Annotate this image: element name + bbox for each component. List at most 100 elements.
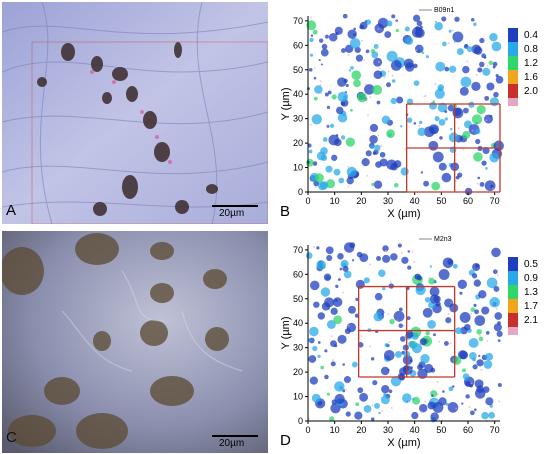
x-tick-label: 70: [490, 196, 500, 206]
map-speck: [462, 107, 469, 114]
map-speck-faint: [471, 129, 474, 132]
map-d-plot: 0 10 20 30 40 50 60 70 0 10 20 30 40 50 60 70 X (µm) Y (µ…: [280, 236, 538, 449]
map-speck-faint: [383, 76, 386, 79]
map-speck: [468, 337, 479, 348]
map-speck: [326, 105, 331, 109]
map-speck-faint: [496, 274, 499, 277]
map-speck: [459, 350, 469, 360]
map-speck: [337, 334, 347, 344]
map-speck: [342, 265, 349, 272]
map-speck: [394, 350, 402, 358]
map-speck-faint: [330, 335, 333, 338]
map-speck: [492, 269, 498, 275]
map-speck: [486, 82, 495, 91]
map-speck: [325, 246, 334, 255]
panel-label-a: A: [6, 202, 17, 219]
map-speck: [384, 31, 392, 39]
colorbar-swatch: [508, 70, 518, 84]
map-speck: [321, 43, 328, 50]
map-speck: [448, 386, 454, 392]
map-speck-faint: [412, 372, 415, 375]
map-speck: [342, 363, 345, 366]
map-speck: [395, 19, 398, 22]
map-speck: [346, 166, 357, 177]
map-speck-faint: [387, 70, 390, 73]
map-speck: [363, 277, 370, 284]
map-speck: [312, 29, 318, 35]
map-speck: [410, 366, 413, 369]
map-speck: [483, 56, 487, 59]
map-speck: [479, 37, 485, 44]
map-speck: [468, 101, 475, 108]
map-speck: [442, 41, 447, 47]
map-speck-faint: [363, 59, 366, 62]
map-speck: [475, 263, 479, 268]
map-speck-faint: [452, 70, 455, 73]
map-speck: [383, 349, 395, 361]
map-speck: [313, 96, 318, 101]
map-speck: [438, 162, 447, 171]
map-speck-faint: [319, 84, 322, 87]
map-speck: [320, 48, 329, 57]
map-speck: [469, 383, 474, 388]
map-speck: [382, 245, 389, 252]
map-speck-faint: [427, 336, 430, 339]
map-speck: [310, 34, 314, 37]
map-speck: [492, 65, 496, 69]
y-tick-label: 60: [293, 40, 303, 50]
map-speck: [316, 260, 326, 270]
x-tick-label: 30: [383, 196, 393, 206]
map-speck: [432, 402, 444, 413]
map-speck: [417, 127, 426, 137]
panel-label-d: D: [280, 432, 291, 449]
map-speck: [386, 82, 391, 88]
map-speck: [478, 354, 481, 357]
map-speck: [419, 120, 423, 125]
map-speck-faint: [434, 83, 437, 86]
map-d: 0 10 20 30 40 50 60 70 0 10 20 30 40 50 60 70 X (µm) Y (µ…: [276, 229, 548, 454]
map-speck: [320, 147, 328, 155]
map-speck: [350, 66, 354, 70]
map-speck: [349, 38, 361, 49]
map-speck: [405, 330, 414, 339]
map-speck: [404, 26, 410, 32]
map-speck: [495, 75, 504, 84]
map-speck: [334, 299, 338, 302]
colorbar-swatch-extra: [508, 327, 518, 335]
map-speck: [473, 408, 477, 412]
map-speck: [465, 394, 470, 399]
map-speck: [445, 402, 449, 407]
micrograph-a: A 20µm: [2, 2, 268, 224]
y-tick-label: 0: [298, 187, 303, 197]
map-speck: [376, 256, 382, 262]
map-speck: [391, 79, 396, 83]
y-tick-label: 50: [293, 294, 303, 304]
map-speck: [342, 13, 348, 19]
map-speck: [324, 297, 335, 308]
x-tick-label: 60: [463, 196, 473, 206]
map-speck: [434, 88, 445, 99]
map-speck: [423, 180, 430, 187]
map-speck: [374, 402, 380, 409]
map-speck-faint: [310, 16, 313, 19]
map-speck: [430, 390, 438, 398]
map-speck: [371, 51, 379, 59]
colorbar-swatch: [508, 299, 518, 313]
map-speck: [343, 376, 351, 384]
x-tick-label: 10: [330, 196, 340, 206]
map-speck-faint: [314, 185, 317, 188]
map-speck: [384, 343, 389, 348]
y-tick-label: 40: [293, 89, 303, 99]
map-speck-faint: [365, 98, 368, 101]
map-speck: [374, 292, 383, 301]
map-speck: [416, 20, 423, 27]
map-speck-faint: [400, 251, 403, 254]
map-speck: [348, 305, 356, 314]
map-speck: [345, 411, 351, 417]
map-speck: [441, 172, 452, 183]
map-speck-faint: [385, 249, 388, 252]
x-tick-label: 70: [490, 425, 500, 435]
map-speck: [326, 392, 330, 396]
map-speck: [462, 130, 471, 139]
map-speck: [497, 382, 502, 388]
